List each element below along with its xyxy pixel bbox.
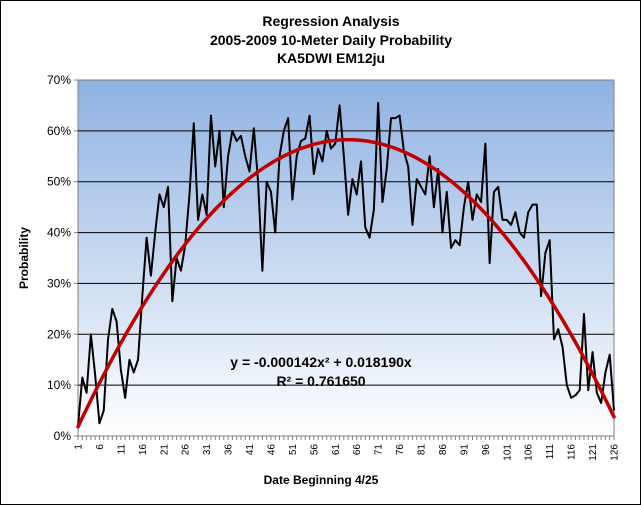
y-tick-label-20: 20% xyxy=(47,327,71,341)
chart-title-line-2: 2005-2009 10-Meter Daily Probability xyxy=(210,32,452,48)
x-tick-label-96: 96 xyxy=(481,444,492,456)
x-tick-label-21: 21 xyxy=(159,444,170,456)
x-tick-label-36: 36 xyxy=(224,444,235,456)
chart-title-line-1: Regression Analysis xyxy=(262,13,399,29)
x-tick-label-71: 71 xyxy=(374,444,385,456)
series-layer xyxy=(76,101,616,429)
x-tick-label-66: 66 xyxy=(352,444,363,456)
y-tick-label-10: 10% xyxy=(47,378,71,392)
y-tick-label-60: 60% xyxy=(47,124,71,138)
y-axis-title: Probability xyxy=(17,227,31,289)
y-tick-label-30: 30% xyxy=(47,276,71,290)
r-squared-label: R² = 0.761650 xyxy=(276,373,365,389)
y-tick-label-50: 50% xyxy=(47,175,71,189)
x-tick-label-61: 61 xyxy=(331,444,342,456)
x-tick-label-116: 116 xyxy=(567,444,578,460)
x-tick-label-26: 26 xyxy=(181,444,192,456)
regression-equation-label: y = -0.000142x² + 0.018190x xyxy=(230,354,412,370)
x-tick-label-106: 106 xyxy=(524,444,535,461)
x-tick-label-111: 111 xyxy=(545,444,556,460)
y-axis-ticks: 0% 10% 20% 30% 40% 50% 60% 70% xyxy=(47,73,78,443)
x-tick-label-51: 51 xyxy=(288,444,299,456)
x-axis-title: Date Beginning 4/25 xyxy=(264,473,379,487)
chart-title-line-3: KA5DWI EM12ju xyxy=(277,50,385,66)
x-tick-label-56: 56 xyxy=(309,444,320,456)
observed-probability-line xyxy=(77,101,615,426)
x-tick-label-121: 121 xyxy=(588,444,599,461)
x-tick-label-16: 16 xyxy=(138,444,149,456)
y-tick-label-0: 0% xyxy=(54,429,72,443)
x-tick-label-81: 81 xyxy=(417,444,428,456)
x-tick-label-86: 86 xyxy=(438,444,449,456)
x-tick-label-101: 101 xyxy=(502,444,513,461)
x-tick-label-91: 91 xyxy=(459,444,470,456)
y-tick-label-40: 40% xyxy=(47,226,71,240)
x-tick-label-11: 11 xyxy=(116,444,127,455)
regression-curve xyxy=(76,137,616,429)
x-tick-label-76: 76 xyxy=(395,444,406,456)
x-tick-label-6: 6 xyxy=(95,444,106,450)
x-tick-label-31: 31 xyxy=(202,444,213,456)
x-axis-ticks: 1 6 11 16 21 26 31 36 41 46 51 56 61 66 71 76 81 86 91 96 10… xyxy=(74,436,621,461)
x-tick-label-46: 46 xyxy=(266,444,277,456)
x-tick-label-126: 126 xyxy=(610,444,621,461)
x-tick-label-1: 1 xyxy=(74,444,85,450)
y-tick-label-70: 70% xyxy=(47,73,71,87)
x-tick-label-41: 41 xyxy=(245,444,256,456)
